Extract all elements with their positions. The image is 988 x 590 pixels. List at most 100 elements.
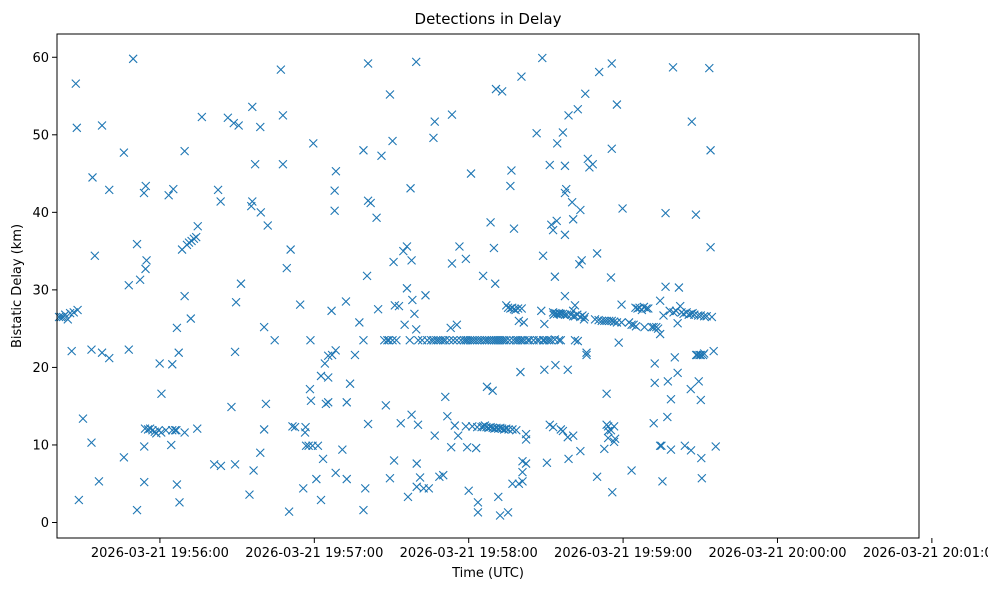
data-point [438, 470, 448, 480]
data-point [88, 173, 97, 182]
data-point [536, 306, 546, 316]
data-point [573, 336, 583, 346]
data-point [104, 353, 114, 363]
data-point [288, 421, 297, 431]
data-point [580, 312, 590, 322]
data-point [372, 213, 381, 223]
data-point [560, 291, 570, 301]
data-points [54, 53, 721, 520]
data-point [286, 245, 296, 254]
data-point [560, 230, 570, 240]
data-point [300, 428, 310, 437]
data-point [592, 249, 602, 258]
data-point [87, 438, 96, 448]
data-point [590, 314, 600, 324]
data-point [686, 445, 696, 455]
data-point [573, 104, 583, 114]
data-point [499, 425, 509, 434]
data-point [538, 335, 548, 345]
data-point [341, 297, 351, 306]
data-point [331, 468, 341, 478]
data-point [167, 359, 177, 369]
data-point [78, 414, 88, 423]
data-point [377, 151, 386, 161]
data-point [331, 166, 341, 176]
data-point [306, 335, 315, 345]
data-point [588, 159, 598, 169]
data-point [568, 431, 578, 441]
data-point [246, 201, 256, 211]
data-point [323, 373, 333, 382]
data-point [308, 138, 318, 148]
data-point [234, 121, 244, 130]
data-point [691, 210, 701, 220]
data-point [513, 304, 523, 313]
data-point [227, 402, 236, 412]
data-point [139, 188, 149, 198]
data-point [157, 389, 166, 399]
data-point [54, 312, 64, 322]
data-point [567, 197, 577, 207]
y-tick-label: 20 [32, 361, 49, 376]
data-point [491, 84, 501, 94]
data-point [71, 79, 81, 89]
data-point [359, 505, 368, 515]
data-point [495, 335, 505, 345]
data-point [486, 218, 495, 227]
data-point [659, 311, 668, 320]
data-point [415, 473, 425, 482]
data-point [259, 425, 269, 434]
data-point [599, 444, 609, 454]
data-point [445, 335, 454, 345]
data-point [438, 335, 448, 345]
data-point [124, 280, 134, 290]
data-point [180, 291, 190, 301]
data-point [663, 376, 673, 386]
x-tick-label: 2026-03-21 20:00:00 [708, 546, 846, 561]
data-point [313, 441, 323, 451]
data-point [631, 321, 641, 331]
data-point [607, 487, 617, 497]
data-point [610, 434, 620, 444]
data-point [261, 399, 271, 409]
data-point [388, 136, 397, 146]
data-point [508, 479, 517, 489]
data-point [392, 335, 401, 345]
data-point [548, 422, 558, 432]
data-point [56, 312, 66, 322]
data-point [650, 378, 660, 388]
data-point [87, 345, 96, 354]
data-point [259, 322, 269, 332]
data-point [606, 273, 616, 282]
data-point [558, 128, 568, 137]
data-point [167, 425, 177, 435]
data-point [532, 128, 542, 138]
data-point [640, 322, 649, 332]
data-point [168, 184, 178, 194]
data-point [388, 335, 397, 345]
data-point [430, 431, 440, 441]
data-point [142, 256, 151, 265]
data-point [342, 474, 352, 484]
data-point [318, 454, 328, 464]
data-point [607, 316, 617, 326]
data-point [298, 483, 308, 493]
data-point [539, 319, 549, 329]
y-tick-label: 10 [32, 438, 49, 453]
data-point [661, 208, 670, 218]
data-point [696, 453, 706, 463]
data-point [686, 384, 696, 394]
data-point [327, 350, 337, 360]
data-point [359, 145, 368, 155]
data-point [564, 454, 573, 464]
data-point [166, 440, 176, 450]
data-point [447, 110, 457, 120]
data-point [453, 431, 463, 441]
data-point [489, 243, 499, 253]
data-point [673, 368, 683, 378]
data-point [330, 206, 340, 216]
data-point [139, 442, 149, 451]
plot-frame [56, 33, 920, 539]
data-point [413, 335, 423, 345]
